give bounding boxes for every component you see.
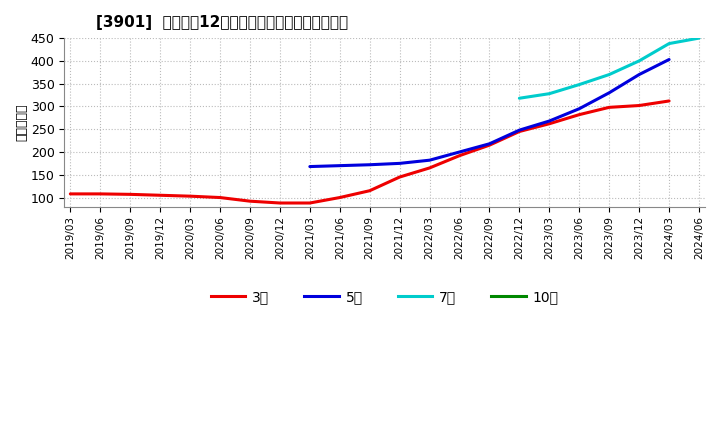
Line: 7年: 7年 xyxy=(519,38,699,98)
Line: 5年: 5年 xyxy=(310,59,669,167)
3年 xyxy=(515,129,523,134)
3年 xyxy=(336,195,344,200)
3年 xyxy=(365,188,374,193)
5年 xyxy=(545,118,554,124)
Line: 3年: 3年 xyxy=(71,101,669,203)
Text: [3901]  経常利益12か月移動合計の標準偏差の推移: [3901] 経常利益12か月移動合計の標準偏差の推移 xyxy=(96,15,348,30)
3年 xyxy=(126,192,135,197)
5年 xyxy=(605,90,613,95)
Y-axis label: （百万円）: （百万円） xyxy=(15,104,28,141)
7年 xyxy=(695,36,703,41)
5年 xyxy=(395,161,404,166)
3年 xyxy=(426,165,434,171)
3年 xyxy=(186,194,194,199)
3年 xyxy=(246,198,254,204)
3年 xyxy=(66,191,75,197)
3年 xyxy=(395,174,404,180)
5年 xyxy=(426,158,434,163)
3年 xyxy=(545,121,554,126)
7年 xyxy=(635,58,644,63)
3年 xyxy=(455,153,464,158)
3年 xyxy=(305,200,314,205)
5年 xyxy=(336,163,344,168)
5年 xyxy=(635,72,644,77)
7年 xyxy=(545,91,554,96)
3年 xyxy=(276,200,284,205)
5年 xyxy=(305,164,314,169)
7年 xyxy=(665,41,673,46)
5年 xyxy=(575,106,584,111)
7年 xyxy=(575,82,584,87)
3年 xyxy=(665,98,673,103)
3年 xyxy=(156,193,164,198)
5年 xyxy=(365,162,374,167)
3年 xyxy=(635,103,644,108)
5年 xyxy=(485,141,494,147)
5年 xyxy=(455,149,464,154)
3年 xyxy=(216,195,225,200)
7年 xyxy=(605,72,613,77)
3年 xyxy=(485,143,494,148)
3年 xyxy=(96,191,104,197)
Legend: 3年, 5年, 7年, 10年: 3年, 5年, 7年, 10年 xyxy=(205,284,564,309)
3年 xyxy=(605,105,613,110)
5年 xyxy=(665,57,673,62)
3年 xyxy=(575,112,584,117)
5年 xyxy=(515,128,523,133)
7年 xyxy=(515,95,523,101)
